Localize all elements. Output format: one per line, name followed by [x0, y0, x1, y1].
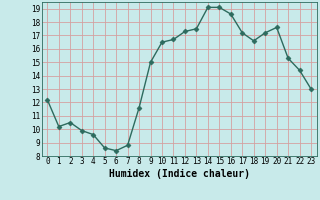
X-axis label: Humidex (Indice chaleur): Humidex (Indice chaleur) [109, 169, 250, 179]
